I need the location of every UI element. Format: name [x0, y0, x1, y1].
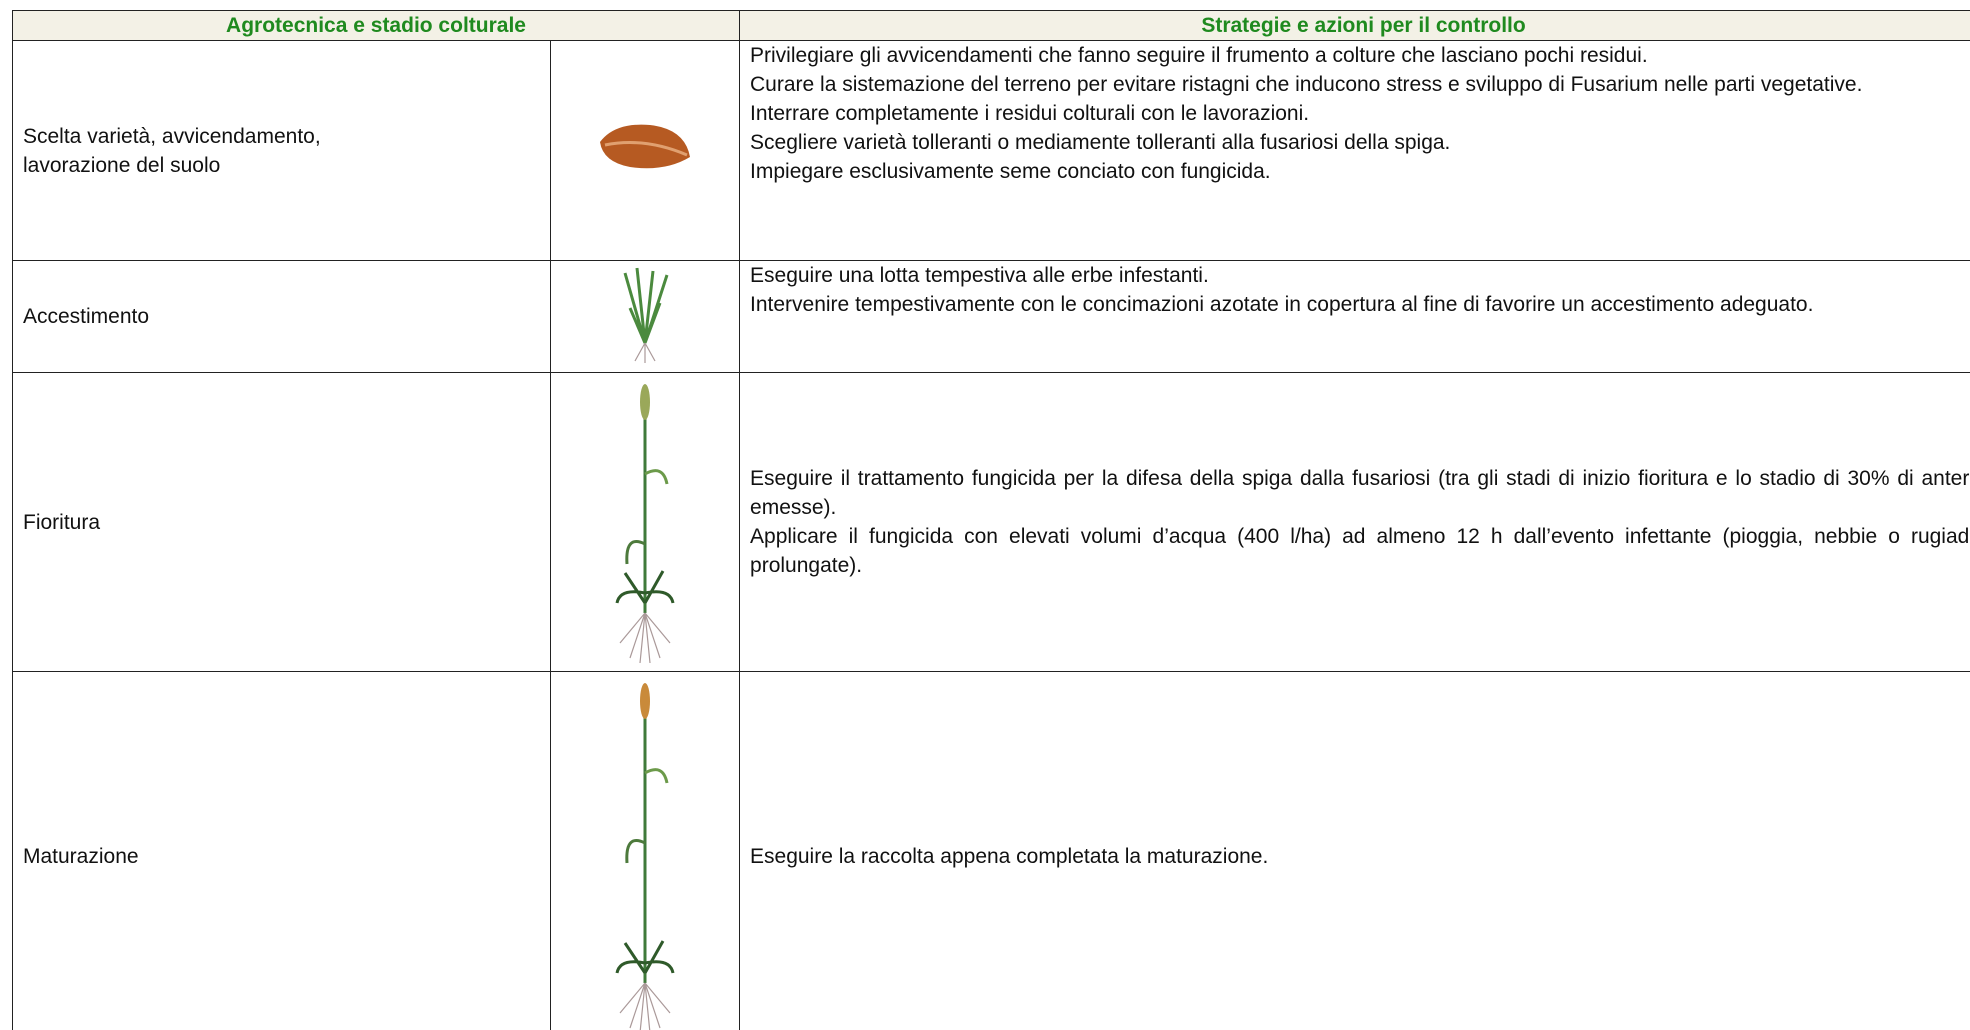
- action-text: Intervenire tempestivamente con le conci…: [750, 293, 1814, 316]
- header-row: Agrotecnica e stadio colturale Strategie…: [11, 10, 1970, 41]
- actions-cell: Eseguire la raccolta appena completata l…: [739, 671, 1970, 1030]
- table: Agrotecnica e stadio colturale Strategie…: [11, 10, 1970, 1030]
- stage-cell: Accestimento: [12, 260, 551, 373]
- image-cell: [549, 40, 741, 261]
- header-cell: Agrotecnica e stadio colturale: [11, 10, 741, 41]
- plant-image: [615, 383, 675, 663]
- image-cell: [549, 372, 741, 672]
- table-row: Scelta varietà, avvicendamento, lavorazi…: [12, 40, 1970, 261]
- image-cell: [549, 671, 741, 1030]
- table-row: Fioritura Eseguire il trattamento fungic…: [12, 372, 1970, 672]
- table-row: Maturazione Eseguire la raccolta appena …: [12, 671, 1970, 1030]
- stage-cell: Maturazione: [12, 671, 551, 1030]
- action-text: Eseguire la raccolta appena completata l…: [750, 845, 1269, 868]
- action-text: Eseguire il trattamento fungicida per la…: [750, 467, 1970, 519]
- action-text: Privilegiare gli avvicendamenti che fann…: [750, 44, 1648, 67]
- action-text: Scegliere varietà tolleranti o mediament…: [750, 131, 1451, 154]
- action-text: Curare la sistemazione del terreno per e…: [750, 73, 1863, 96]
- stage-cell: Scelta varietà, avvicendamento, lavorazi…: [12, 40, 551, 261]
- actions-cell: Eseguire una lotta tempestiva alle erbe …: [739, 260, 1970, 373]
- stage-cell: Fioritura: [12, 372, 551, 672]
- seed-image: [600, 124, 690, 168]
- actions-cell: Privilegiare gli avvicendamenti che fann…: [739, 40, 1970, 261]
- table-row: Accestimento Eseguire una lotta tempestiv…: [12, 260, 1970, 373]
- stage-text: Scelta varietà, avvicendamento, lavorazi…: [23, 124, 321, 177]
- action-text: Impiegare esclusivamente seme conciato c…: [750, 160, 1271, 183]
- actions-cell: Eseguire il trattamento fungicida per la…: [739, 372, 1970, 672]
- plant-image: [615, 682, 675, 1030]
- header-cell: Strategie e azioni per il controllo: [739, 10, 1970, 41]
- action-text: Eseguire una lotta tempestiva alle erbe …: [750, 264, 1209, 287]
- image-cell: [549, 260, 741, 373]
- action-text: Applicare il fungicida con elevati volum…: [750, 525, 1970, 577]
- action-text: Interrare completamente i residui coltur…: [750, 102, 1310, 125]
- plant-image: [623, 267, 669, 363]
